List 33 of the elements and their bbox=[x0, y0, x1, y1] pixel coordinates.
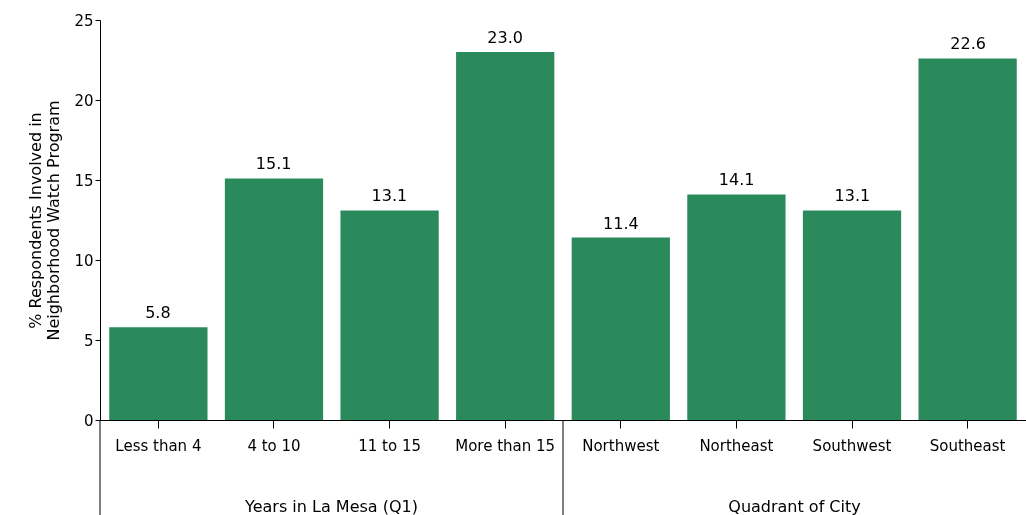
bar bbox=[571, 237, 670, 420]
bar bbox=[456, 52, 555, 420]
data-label: 14.1 bbox=[718, 170, 755, 190]
data-label: 13.1 bbox=[834, 186, 871, 206]
x-tick-label: Northeast bbox=[699, 436, 774, 455]
bar bbox=[918, 58, 1017, 420]
data-label: 11.4 bbox=[603, 213, 639, 233]
data-label: 5.8 bbox=[145, 303, 171, 323]
x-tick-label: Southeast bbox=[929, 436, 1006, 455]
x-tick-label: Less than 4 bbox=[115, 436, 202, 455]
bar bbox=[802, 210, 902, 420]
bar bbox=[224, 178, 324, 420]
x-tick-label: More than 15 bbox=[455, 436, 556, 455]
bar bbox=[340, 210, 439, 420]
y-tick-label: 20 bbox=[74, 91, 94, 110]
bar bbox=[109, 327, 208, 420]
x-tick-label: Southwest bbox=[812, 436, 892, 455]
data-label: 22.6 bbox=[950, 34, 986, 54]
bar bbox=[687, 194, 786, 420]
data-label: 23.0 bbox=[487, 28, 523, 47]
data-label: 13.1 bbox=[371, 186, 408, 206]
text: Years in La Mesa (Q1) bbox=[244, 497, 418, 515]
y-tick-label: 10 bbox=[74, 251, 94, 270]
y-tick-label: 15 bbox=[74, 171, 94, 190]
y-axis-title: % Respondents Involved in Neighborhood Watch Program bbox=[26, 100, 64, 341]
x-tick-label: 4 to 10 bbox=[247, 436, 301, 455]
y-tick-label: 5 bbox=[83, 331, 94, 350]
y-tick-label: 0 bbox=[83, 411, 94, 430]
text: Quadrant of City bbox=[728, 497, 861, 515]
x-tick-label: Northwest bbox=[582, 436, 660, 455]
y-tick-label: 25 bbox=[74, 11, 94, 30]
x-tick-label: 11 to 15 bbox=[358, 436, 421, 455]
data-label: 15.1 bbox=[255, 154, 292, 174]
